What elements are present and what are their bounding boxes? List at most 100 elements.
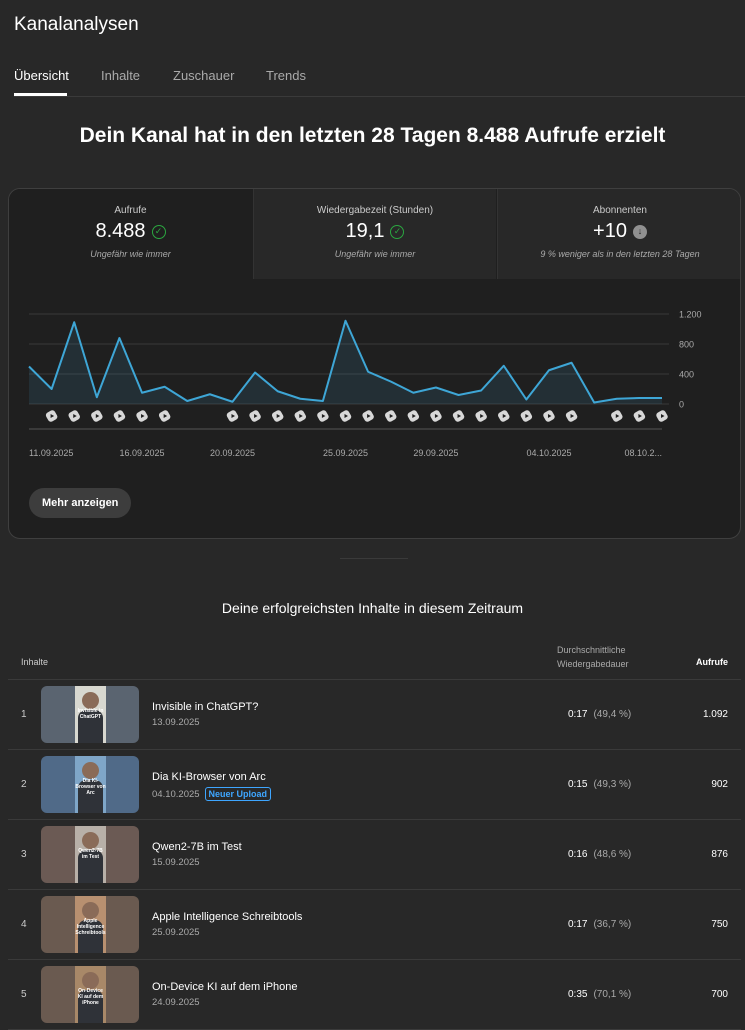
column-header-duration[interactable]: Durchschnittliche Wiedergabedauer: [557, 645, 629, 669]
thumbnail-caption: Invisible in ChatGPT: [77, 708, 104, 720]
table-row[interactable]: 1 Invisible in ChatGPT Invisible in ChatGP…: [8, 680, 741, 750]
metric-views[interactable]: Aufrufe 8.488 ✓ Ungefähr wie immer: [9, 189, 252, 279]
shorts-icon: [407, 410, 420, 422]
shorts-icon: [271, 410, 284, 422]
video-title[interactable]: Invisible in ChatGPT?: [152, 701, 259, 713]
video-thumbnail[interactable]: Qwen2-7B im Test: [41, 826, 139, 883]
tab-trends[interactable]: Trends: [266, 68, 306, 83]
view-count: 750: [711, 919, 728, 930]
shorts-icon: [158, 410, 171, 422]
video-title[interactable]: On-Device KI auf dem iPhone: [152, 981, 298, 993]
tab-audience[interactable]: Zuschauer: [173, 68, 235, 83]
x-tick-label: 25.09.2025: [323, 448, 368, 458]
overview-card: Aufrufe 8.488 ✓ Ungefähr wie immer Wiede…: [8, 188, 741, 539]
x-tick-label: 11.09.2025: [29, 448, 73, 458]
x-tick-label: 20.09.2025: [210, 448, 255, 458]
shorts-icon: [543, 410, 555, 422]
views-chart[interactable]: 0 400 800 1.200 11.09.2025 16.09.2025 20.09.20…: [9, 279, 740, 479]
active-tab-indicator: [14, 93, 67, 96]
avg-view-percentage: (49,4 %): [593, 709, 632, 720]
table-row[interactable]: 5 On-Device KI auf dem iPhone On-Device KI…: [8, 960, 741, 1030]
shorts-icon: [226, 410, 239, 422]
metric-label: Aufrufe: [114, 205, 147, 216]
x-tick-label: 29.09.2025: [413, 448, 458, 458]
row-rank: 4: [21, 919, 27, 930]
table-header: Inhalte Durchschnittliche Wiedergabedaue…: [8, 640, 741, 680]
row-rank: 3: [21, 849, 27, 860]
tab-content[interactable]: Inhalte: [101, 68, 141, 83]
thumbnail-caption: On-Device KI auf dem iPhone: [77, 988, 104, 1006]
thumbnail-caption: Dia KI-Browser von Arc: [75, 778, 106, 796]
tab-bar: Übersicht Inhalte Zuschauer Trends: [14, 62, 745, 97]
metric-note: 9 % weniger als in den letzten 28 Tagen: [540, 249, 700, 259]
video-title[interactable]: Dia KI-Browser von Arc: [152, 771, 266, 783]
shorts-icon: [317, 410, 329, 422]
video-thumbnail[interactable]: Dia KI-Browser von Arc: [41, 756, 139, 813]
x-tick-label: 08.10.2...: [624, 448, 662, 458]
shorts-icon: [339, 410, 352, 422]
metric-value: 8.488: [95, 220, 146, 242]
metric-label: Abonnenten: [593, 205, 647, 216]
new-upload-badge: Neuer Upload: [204, 787, 272, 801]
x-tick-label: 04.10.2025: [526, 448, 571, 458]
view-count: 700: [711, 989, 728, 1000]
check-circle-icon: ✓: [390, 224, 405, 239]
shorts-icon: [45, 410, 58, 422]
video-date: 13.09.2025: [152, 717, 200, 728]
views-chart-svg: 0 400 800 1.200 11.09.2025 16.09.2025 20.09.20…: [28, 310, 702, 458]
x-tick-label: 16.09.2025: [120, 448, 165, 458]
shorts-icon: [68, 410, 80, 422]
column-header-views[interactable]: Aufrufe: [696, 657, 728, 667]
table-row[interactable]: 2 Dia KI-Browser von Arc Dia KI-Browser vo…: [8, 750, 741, 820]
video-title[interactable]: Apple Intelligence Schreibtools: [152, 911, 303, 923]
video-title[interactable]: Qwen2-7B im Test: [152, 841, 242, 853]
shorts-icon: [362, 410, 374, 422]
video-thumbnail[interactable]: Apple Intelligence Schreibtools: [41, 896, 139, 953]
video-thumbnail[interactable]: Invisible in ChatGPT: [41, 686, 139, 743]
metric-watch-time[interactable]: Wiedergabezeit (Stunden) 19,1 ✓ Ungefähr…: [253, 189, 496, 279]
avg-view-duration: 0:35: [568, 989, 588, 1000]
top-content-title: Deine erfolgreichsten Inhalte in diesem …: [221, 600, 524, 616]
metric-subscribers[interactable]: Abonnenten +10 ↓ 9 % weniger als in den …: [497, 189, 740, 279]
avg-view-duration: 0:17: [568, 919, 588, 930]
shorts-icon: [430, 410, 442, 422]
table-row[interactable]: 4 Apple Intelligence Schreibtools Apple In…: [8, 890, 741, 960]
shorts-icon: [656, 410, 668, 422]
shorts-icon: [91, 410, 103, 422]
avg-view-duration: 0:15: [568, 779, 588, 790]
tab-overview[interactable]: Übersicht: [14, 68, 69, 83]
metric-label: Wiedergabezeit (Stunden): [316, 205, 434, 216]
shorts-icon: [565, 410, 578, 422]
shorts-icon: [294, 410, 307, 422]
metric-value: 19,1: [345, 220, 385, 242]
series-area: [29, 320, 662, 404]
summary-headline: Dein Kanal hat in den letzten 28 Tagen 8…: [79, 124, 666, 147]
avg-view-duration: 0:17: [568, 709, 588, 720]
shorts-icon: [452, 410, 465, 422]
video-thumbnail[interactable]: On-Device KI auf dem iPhone: [41, 966, 139, 1023]
video-date: 04.10.2025: [152, 788, 200, 800]
table-row[interactable]: 3 Qwen2-7B im Test Qwen2-7B im Test 15.09.2…: [8, 820, 741, 890]
y-tick-label: 1.200: [679, 310, 702, 320]
y-tick-label: 800: [679, 340, 694, 350]
arrow-down-circle-icon: ↓: [632, 224, 647, 239]
shorts-icon: [384, 410, 397, 422]
row-rank: 5: [21, 989, 27, 1000]
shorts-icon: [611, 410, 623, 422]
page-title: Kanalanalysen: [14, 14, 139, 35]
y-tick-label: 400: [679, 370, 694, 380]
shorts-icon: [249, 410, 261, 422]
shorts-icon: [113, 410, 126, 422]
shorts-icon: [136, 410, 148, 422]
column-header-content: Inhalte: [21, 657, 49, 667]
shorts-icon: [498, 410, 510, 422]
avg-view-percentage: (49,3 %): [593, 779, 632, 790]
view-count: 902: [711, 779, 728, 790]
view-count: 876: [711, 849, 728, 860]
shorts-icon: [520, 410, 533, 422]
avg-view-percentage: (36,7 %): [593, 919, 632, 930]
shorts-icon: [475, 410, 487, 422]
view-count: 1.092: [702, 709, 728, 720]
check-circle-icon: ✓: [151, 224, 166, 239]
show-more-button[interactable]: Mehr anzeigen: [29, 488, 132, 518]
